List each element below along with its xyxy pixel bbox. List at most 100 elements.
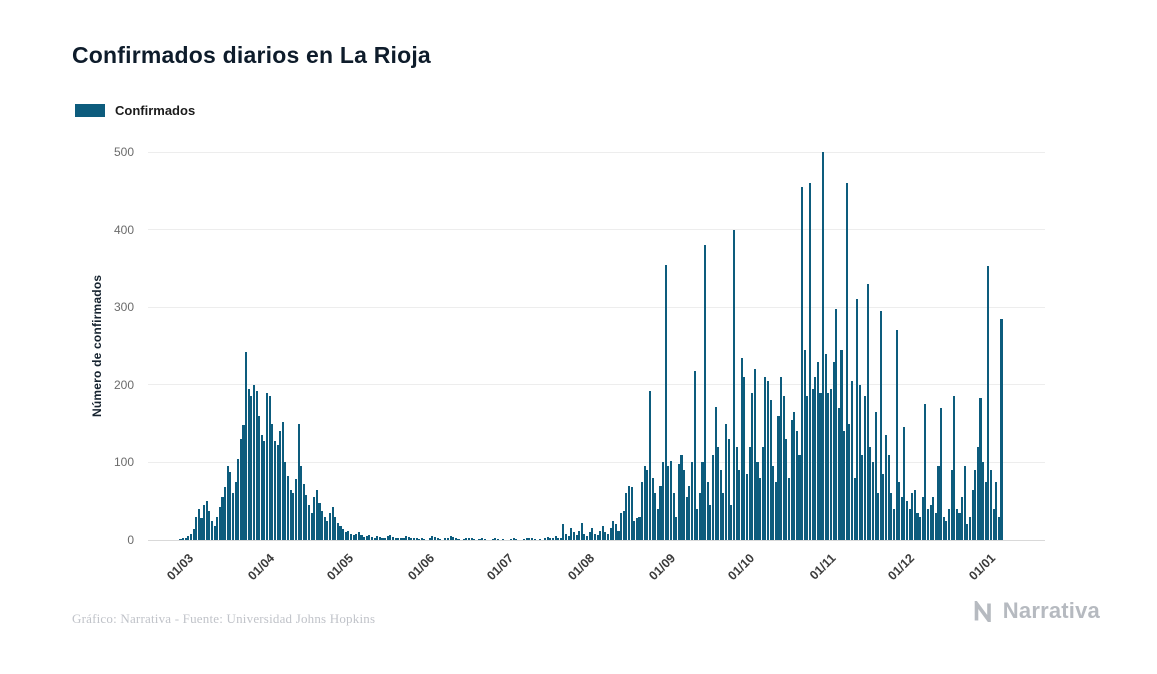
gridline	[148, 229, 1045, 231]
bar	[735, 446, 738, 540]
bar	[777, 415, 780, 540]
bar	[384, 537, 387, 540]
bar	[769, 400, 772, 540]
bar	[651, 477, 654, 540]
bar	[690, 462, 693, 540]
legend-label: Confirmados	[115, 103, 196, 118]
bar	[730, 505, 733, 540]
bar	[287, 476, 290, 540]
bar	[452, 536, 455, 540]
y-axis-labels: 0 100 200 300 400 500	[0, 145, 140, 547]
bar	[900, 497, 903, 540]
bar	[218, 507, 221, 540]
bar	[774, 481, 777, 540]
bar	[483, 539, 486, 540]
bar	[436, 538, 439, 540]
bar	[683, 470, 686, 540]
bar	[386, 536, 389, 540]
bar	[588, 532, 591, 540]
bar	[997, 516, 1000, 540]
y-tick-label: 500	[113, 145, 134, 159]
bar	[908, 508, 911, 540]
bar	[357, 532, 360, 540]
bar	[622, 510, 625, 540]
bar	[756, 462, 759, 540]
bar	[984, 481, 987, 540]
narrativa-n-icon	[974, 600, 991, 622]
bar	[764, 377, 767, 540]
bar	[835, 308, 838, 540]
bar	[596, 535, 599, 540]
bar	[347, 530, 350, 540]
bar	[328, 512, 332, 540]
bar	[898, 481, 901, 540]
bar	[816, 361, 819, 540]
bar	[751, 392, 754, 540]
bar	[326, 520, 329, 540]
bar	[869, 446, 872, 540]
bar	[648, 391, 652, 540]
bar	[444, 538, 447, 540]
bar	[635, 518, 638, 540]
bar	[205, 501, 208, 540]
bar	[467, 537, 471, 540]
bar	[905, 501, 909, 540]
bar	[245, 352, 248, 540]
bar	[827, 392, 830, 540]
bar	[250, 396, 253, 540]
bar	[229, 471, 232, 540]
bar	[845, 183, 848, 540]
bar	[368, 535, 371, 540]
bar	[258, 415, 261, 540]
bar	[641, 481, 644, 540]
bar	[318, 502, 321, 540]
bar	[704, 245, 707, 540]
bar	[882, 474, 885, 540]
bar	[331, 507, 334, 540]
bar	[216, 516, 219, 540]
bar	[766, 380, 770, 540]
bar	[349, 533, 353, 540]
bar	[565, 533, 568, 540]
bar	[538, 539, 541, 540]
bar	[305, 495, 308, 540]
bar	[583, 533, 586, 540]
bar	[281, 422, 284, 540]
bar	[924, 404, 927, 540]
bar	[268, 395, 271, 540]
bar	[717, 446, 720, 540]
bar	[263, 440, 266, 540]
bar	[491, 539, 494, 540]
bar	[814, 377, 817, 540]
bar	[706, 481, 709, 540]
bar	[570, 528, 573, 540]
bar	[746, 474, 749, 540]
bar	[593, 533, 596, 540]
bar	[226, 466, 229, 540]
bar	[344, 532, 347, 540]
gridline	[148, 384, 1045, 386]
bar	[654, 493, 657, 540]
bar	[544, 538, 547, 540]
bar	[968, 516, 972, 540]
bar	[929, 505, 932, 540]
bar	[892, 508, 895, 540]
bar	[567, 536, 570, 540]
bar	[677, 463, 680, 540]
bar	[360, 535, 363, 540]
bar	[271, 423, 274, 540]
bar	[578, 530, 581, 540]
bar	[659, 485, 662, 540]
bar	[890, 493, 893, 540]
bar	[342, 529, 345, 540]
bar	[454, 538, 457, 540]
brand-name: Narrativa	[1002, 598, 1100, 623]
bar	[494, 538, 497, 540]
bar	[410, 537, 413, 540]
bar	[627, 485, 631, 540]
bar	[976, 446, 979, 540]
bar	[300, 466, 303, 540]
bar	[221, 497, 224, 540]
bar	[457, 539, 460, 540]
